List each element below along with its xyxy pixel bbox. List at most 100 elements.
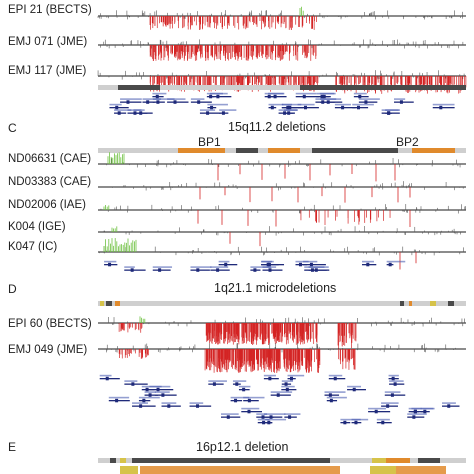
sample-label-emj049: EMJ 049 (JME) — [8, 344, 88, 356]
gene-annotations-panel-b-gene-exon — [210, 105, 214, 110]
gene-annotations-panel-c-gene-exon — [130, 268, 134, 272]
gene-annotations-panel-d-gene-exon — [288, 415, 292, 419]
cytoband-panel-e-segment — [120, 458, 126, 463]
gene-annotations-panel-b-gene-exon — [173, 100, 177, 104]
gene-annotations-panel-c-gene-exon — [309, 262, 313, 267]
cytoband-panel-d-segment — [400, 301, 404, 306]
gene-annotations-panel-b-gene-line — [127, 112, 148, 114]
gene-annotations-panel-c-gene-line — [304, 269, 327, 271]
gene-annotations-panel-d-gene-line — [389, 383, 405, 385]
gene-annotations-panel-d-gene-name — [256, 413, 268, 415]
gene-annotations-panel-d-gene-name — [324, 391, 346, 393]
panel-letter-d: D — [8, 282, 17, 296]
panel-e-region-orange — [140, 466, 340, 474]
track-emj049 — [98, 343, 466, 373]
gene-annotations-panel-d-gene-name — [243, 396, 265, 399]
gene-annotations-panel-c-gene-exon — [196, 268, 200, 272]
gene-annotations-panel-d-gene-exon — [247, 409, 251, 414]
gene-annotations-panel-b-gene-line — [381, 112, 400, 114]
gene-annotations-panel-b-gene-exon — [206, 111, 210, 115]
gene-annotations-panel-b-gene-exon — [387, 111, 391, 115]
gene-annotations-panel-b-gene-exon — [221, 111, 225, 115]
gene-annotations-panel-b-gene-line — [120, 101, 142, 103]
gene-annotations-panel-b-gene-line — [109, 107, 129, 109]
gene-annotations-panel-d-gene-name — [241, 407, 260, 410]
panel-letter-c: C — [8, 121, 17, 135]
panel-e-region-orange — [396, 466, 446, 474]
gene-annotations-panel-b-gene-line — [315, 101, 335, 103]
cytoband-panel-e — [98, 458, 466, 463]
gene-annotations-panel-d-gene-name — [281, 380, 294, 382]
cytoband-panel-e-segment — [330, 458, 372, 463]
gene-annotations-panel-b-gene-name — [120, 98, 142, 100]
gene-annotations-panel-d-gene-name — [230, 396, 250, 399]
gene-annotations-panel-b-gene-name — [152, 98, 175, 100]
gene-annotations-panel-b-gene-exon — [117, 111, 121, 115]
gene-annotations-panel-d-gene-line — [161, 405, 181, 407]
gene-annotations-panel-b-gene-line — [281, 107, 304, 109]
gene-annotations-panel-b-gene-exon — [341, 105, 345, 110]
sample-label-emj117: EMJ 117 (JME) — [8, 65, 87, 77]
gene-annotations-panel-c-gene-name — [210, 266, 229, 268]
gene-annotations-panel-d-gene-exon — [374, 409, 378, 414]
gene-annotations-panel-d-gene-name — [384, 391, 401, 393]
gene-annotations-panel-c-gene-name — [295, 260, 309, 263]
gene-annotations-panel-d-gene-exon — [226, 415, 230, 419]
gene-annotations-panel-d-gene-exon — [212, 382, 216, 386]
gene-annotations-panel-d-gene-name — [340, 418, 361, 421]
panel-e-region-yellow — [120, 466, 138, 474]
gene-annotations-panel-d-gene-line — [124, 383, 148, 385]
gene-annotations-panel-d-gene-name — [287, 374, 305, 377]
cytoband-panel-b-segment — [300, 85, 466, 90]
gene-annotations-panel-d-gene-exon — [261, 415, 265, 419]
cytoband-panel-e-segment — [418, 458, 440, 463]
gene-annotations-panel-c-gene-exon — [388, 262, 392, 267]
track-panel-e — [120, 466, 446, 474]
gene-annotations-panel-c-gene-line — [152, 269, 171, 271]
cytoband-panel-d-segment — [448, 301, 454, 306]
gene-annotations-panel-b-gene-name — [206, 92, 228, 95]
gene-annotations-panel-b-gene-exon — [364, 100, 368, 104]
gene-annotations-panel-d-gene-line — [407, 416, 425, 418]
gene-annotations-panel-c-gene-exon — [253, 268, 257, 272]
gene-annotations-panel-b-gene-line — [297, 107, 319, 109]
gene-annotations-panel-b-gene-name — [297, 103, 315, 106]
gene-annotations-panel-c-gene-line — [218, 264, 238, 266]
breakpoint-label-bp2: BP2 — [396, 135, 419, 149]
gene-annotations-panel-d-gene-exon — [131, 382, 135, 386]
cytoband-panel-c — [98, 148, 466, 153]
gene-annotations-panel-d-gene-exon — [413, 409, 417, 414]
gene-annotations-panel-d-gene-exon — [139, 404, 143, 408]
gene-annotations-panel-b-gene-name — [432, 103, 455, 106]
sample-label-nd06631: ND06631 (CAE) — [8, 153, 92, 165]
gene-annotations-panel-c-gene-exon — [298, 262, 302, 267]
gene-annotations-panel-c-gene-exon — [216, 268, 220, 272]
gene-annotations-panel-c-gene-name — [261, 260, 274, 263]
gene-annotations-panel-b-gene-name — [127, 109, 142, 111]
track-nd06631 — [98, 152, 466, 182]
gene-annotations-panel-d-gene-exon — [390, 393, 394, 397]
gene-annotations-panel-d-gene-name — [108, 396, 130, 399]
gene-annotations-panel-d-gene-exon — [329, 398, 333, 403]
sample-label-k004: K004 (IGE) — [8, 221, 66, 233]
gene-annotations-panel-d-gene-exon — [333, 376, 337, 381]
gene-annotations-panel-d-gene-name — [270, 391, 293, 393]
sample-label-epi60: EPI 60 (BECTS) — [8, 318, 92, 330]
gene-annotations-panel-d-gene-exon — [247, 398, 251, 403]
gene-annotations-panel-d-gene-name — [208, 380, 227, 382]
cytoband-panel-b — [98, 85, 466, 90]
gene-annotations-panel-d-gene-name — [99, 374, 112, 377]
track-epi21 — [97, 6, 466, 30]
gene-annotations-panel-d-gene-line — [132, 405, 156, 407]
gene-annotations-panel-b-gene-line — [167, 101, 189, 103]
gene-annotations-panel-b-gene-line — [209, 96, 232, 98]
gene-annotations-panel-d-gene-name — [411, 407, 434, 410]
gene-annotations-panel-b-gene-exon — [115, 105, 119, 110]
gene-annotations-panel-d-gene-exon — [115, 398, 119, 403]
panel-title-c: 15q11.2 deletions — [228, 120, 326, 134]
gene-annotations-panel-b-gene-exon — [146, 100, 150, 104]
gene-annotations-panel-d-gene-line — [264, 416, 283, 418]
gene-annotations-panel-b-gene-name — [219, 109, 237, 111]
gene-annotations-panel-d-gene-exon — [352, 387, 356, 392]
gene-annotations-panel-d-gene-name — [265, 418, 287, 421]
